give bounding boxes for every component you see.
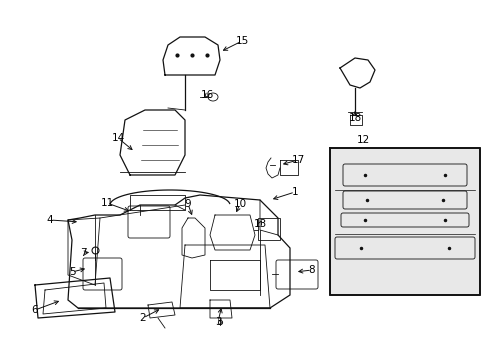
Text: 8: 8	[308, 265, 315, 275]
Text: 1: 1	[291, 187, 298, 197]
Text: 5: 5	[68, 267, 75, 277]
Text: 2: 2	[140, 313, 146, 323]
Bar	[329, 148, 479, 295]
Text: 15: 15	[235, 36, 248, 46]
Text: 9: 9	[184, 199, 191, 209]
Text: 4: 4	[46, 215, 53, 225]
Text: 6: 6	[32, 305, 38, 315]
Text: 16: 16	[200, 90, 213, 100]
Text: 17: 17	[291, 155, 304, 165]
Text: 12: 12	[356, 135, 369, 145]
Text: 14: 14	[111, 133, 124, 143]
Text: 11: 11	[100, 198, 113, 208]
Text: 7: 7	[80, 248, 86, 258]
Text: 13: 13	[253, 219, 266, 229]
Text: 3: 3	[214, 317, 221, 327]
Bar	[258, 218, 280, 240]
Text: 18: 18	[347, 113, 361, 123]
Text: 10: 10	[233, 199, 246, 209]
